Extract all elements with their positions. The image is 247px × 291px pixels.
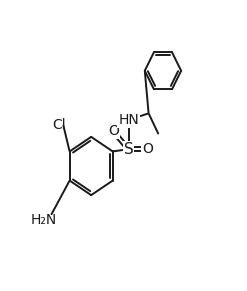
Text: O: O [108,124,119,138]
Text: HN: HN [118,113,139,127]
Text: O: O [142,142,153,156]
Text: Cl: Cl [52,118,65,132]
Text: S: S [124,142,133,157]
Text: H₂N: H₂N [31,213,57,227]
